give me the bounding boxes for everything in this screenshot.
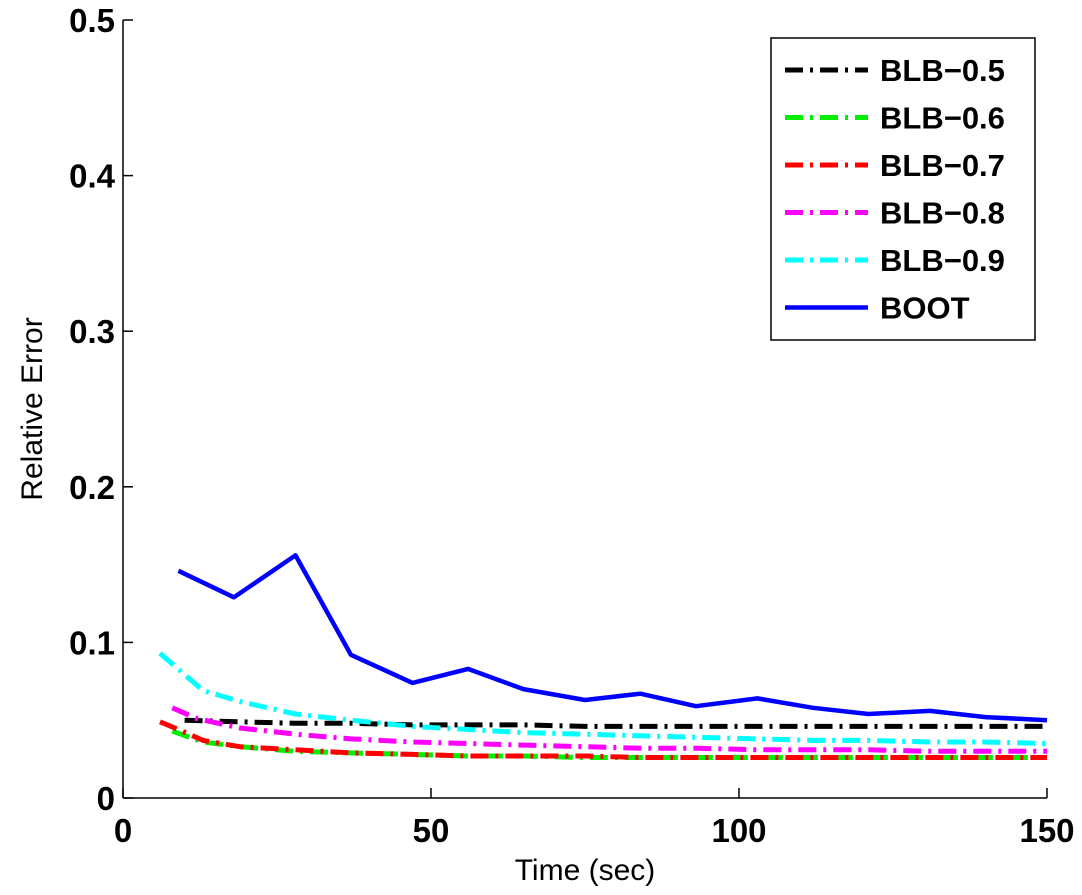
legend-box bbox=[770, 37, 1036, 341]
x-axis-title: Time (sec) bbox=[515, 854, 656, 887]
legend-label-5: BLB−0.9 bbox=[880, 243, 1005, 278]
x-tick-label: 0 bbox=[114, 812, 132, 849]
series-line-5 bbox=[158, 651, 1048, 746]
y-tick-label: 0.4 bbox=[69, 158, 116, 195]
series-line-6 bbox=[177, 553, 1048, 723]
series-line-3 bbox=[159, 719, 1047, 760]
y-tick-label: 0.5 bbox=[69, 2, 115, 39]
series-layer bbox=[158, 553, 1048, 760]
legend-label-2: BLB−0.6 bbox=[880, 101, 1005, 136]
x-tick-label: 150 bbox=[1019, 812, 1074, 849]
series-line-4 bbox=[171, 705, 1047, 754]
x-tick-label: 100 bbox=[711, 812, 766, 849]
y-tick-label: 0 bbox=[97, 780, 115, 817]
ticks-layer: 0 50 100 150 0 0.1 0.2 0.3 0.4 0.5 bbox=[69, 2, 1074, 849]
legend-label-6: BOOT bbox=[880, 291, 970, 326]
y-axis-title: Relative Error bbox=[16, 317, 49, 500]
legend-label-3: BLB−0.7 bbox=[880, 148, 1005, 183]
series-line-1 bbox=[184, 717, 1047, 729]
y-tick-label: 0.2 bbox=[69, 469, 115, 506]
y-tick-label: 0.3 bbox=[69, 313, 115, 350]
legend: BLB−0.5 BLB−0.6 BLB−0.7 BLB−0.8 BLB−0.9 BOOT bbox=[770, 37, 1036, 341]
legend-label-4: BLB−0.8 bbox=[880, 196, 1005, 231]
x-tick-label: 50 bbox=[413, 812, 450, 849]
legend-label-1: BLB−0.5 bbox=[880, 53, 1005, 88]
y-tick-label: 0.1 bbox=[69, 624, 115, 661]
